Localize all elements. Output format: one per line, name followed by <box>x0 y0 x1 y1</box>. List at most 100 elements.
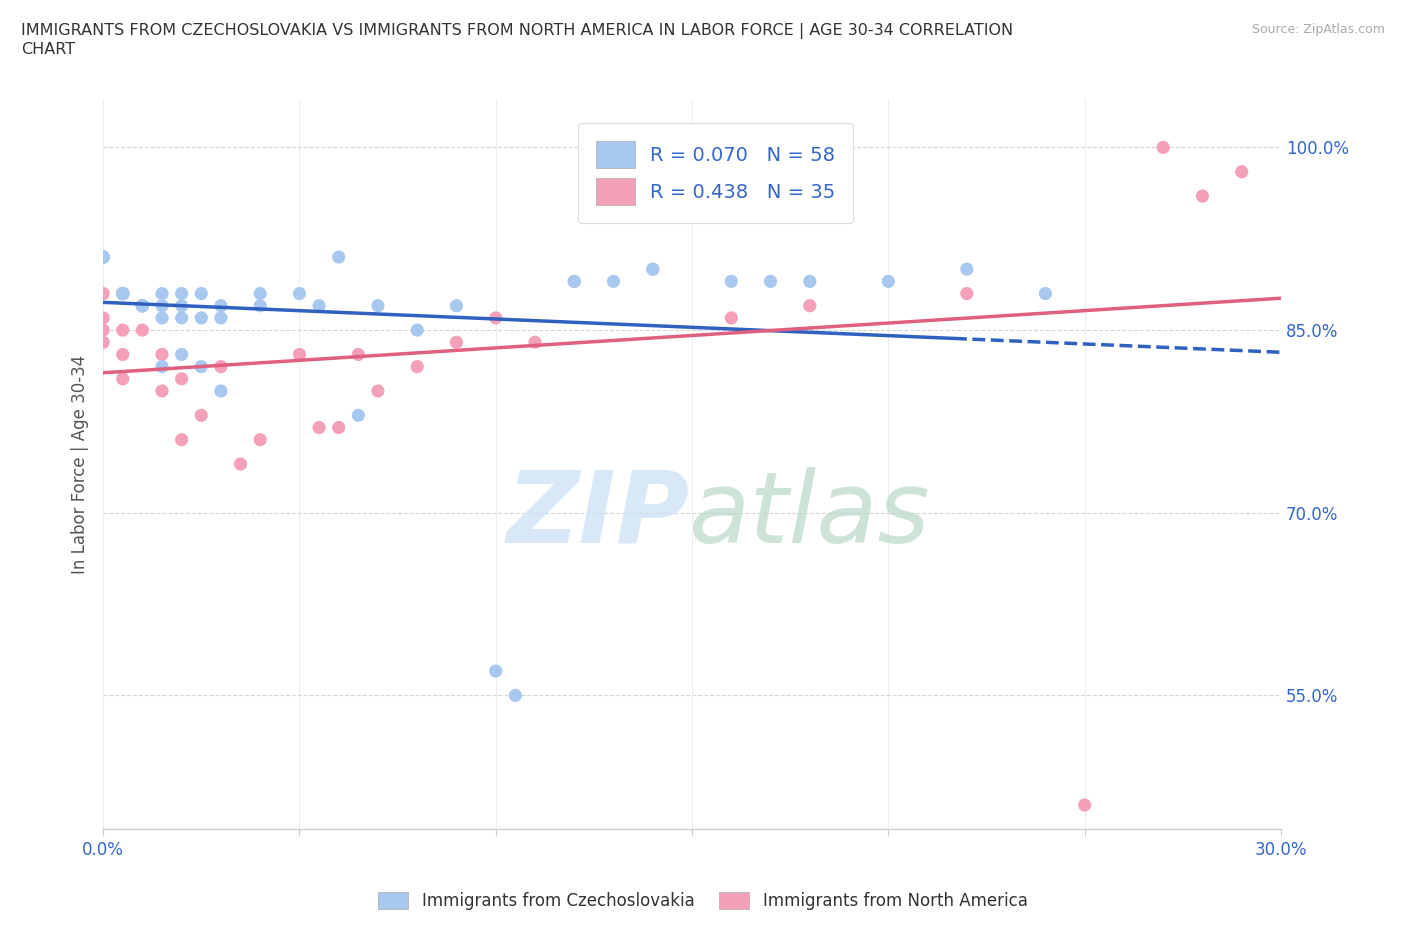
Point <box>111 371 134 386</box>
Point <box>1191 189 1213 204</box>
Point <box>111 286 134 301</box>
Point <box>1035 286 1057 301</box>
Point <box>170 311 193 325</box>
Point <box>91 249 114 264</box>
Point <box>91 249 114 264</box>
Point <box>209 299 232 313</box>
Point <box>131 299 153 313</box>
Point <box>111 286 134 301</box>
Point <box>347 408 370 423</box>
Point <box>91 249 114 264</box>
Text: ZIP: ZIP <box>506 467 689 564</box>
Point <box>720 311 742 325</box>
Point <box>524 335 547 350</box>
Point <box>91 249 114 264</box>
Point <box>485 664 508 679</box>
Point <box>877 274 900 289</box>
Point <box>131 299 153 313</box>
Point <box>91 311 114 325</box>
Legend: Immigrants from Czechoslovakia, Immigrants from North America: Immigrants from Czechoslovakia, Immigran… <box>371 885 1035 917</box>
Point <box>347 347 370 362</box>
Point <box>170 432 193 447</box>
Text: Source: ZipAtlas.com: Source: ZipAtlas.com <box>1251 23 1385 36</box>
Point <box>1152 140 1174 155</box>
Point <box>91 323 114 338</box>
Point <box>131 299 153 313</box>
Point <box>288 286 311 301</box>
Point <box>956 286 979 301</box>
Point <box>1230 165 1253 179</box>
Point <box>249 432 271 447</box>
Point <box>485 311 508 325</box>
Point <box>209 311 232 325</box>
Point <box>91 249 114 264</box>
Point <box>308 299 330 313</box>
Point <box>150 286 173 301</box>
Point <box>170 299 193 313</box>
Point <box>170 286 193 301</box>
Point <box>641 261 664 276</box>
Y-axis label: In Labor Force | Age 30-34: In Labor Force | Age 30-34 <box>72 354 89 574</box>
Point <box>190 286 212 301</box>
Point <box>170 371 193 386</box>
Point <box>131 323 153 338</box>
Point <box>91 249 114 264</box>
Point <box>367 383 389 398</box>
Point <box>111 286 134 301</box>
Point <box>91 249 114 264</box>
Point <box>111 323 134 338</box>
Point <box>505 688 527 703</box>
Point <box>131 299 153 313</box>
Point <box>150 311 173 325</box>
Point <box>190 311 212 325</box>
Point <box>562 274 585 289</box>
Point <box>131 299 153 313</box>
Point <box>328 249 350 264</box>
Point <box>111 286 134 301</box>
Point <box>759 274 782 289</box>
Point <box>190 408 212 423</box>
Point <box>131 299 153 313</box>
Point <box>111 286 134 301</box>
Point <box>602 274 624 289</box>
Text: atlas: atlas <box>689 467 931 564</box>
Point <box>190 359 212 374</box>
Point <box>1073 798 1095 813</box>
Legend: R = 0.070   N = 58, R = 0.438   N = 35: R = 0.070 N = 58, R = 0.438 N = 35 <box>578 123 853 223</box>
Point <box>91 249 114 264</box>
Point <box>956 261 979 276</box>
Point <box>641 261 664 276</box>
Point <box>308 420 330 435</box>
Point <box>150 299 173 313</box>
Point <box>91 335 114 350</box>
Text: IMMIGRANTS FROM CZECHOSLOVAKIA VS IMMIGRANTS FROM NORTH AMERICA IN LABOR FORCE |: IMMIGRANTS FROM CZECHOSLOVAKIA VS IMMIGR… <box>21 23 1014 57</box>
Point <box>249 286 271 301</box>
Point <box>111 286 134 301</box>
Point <box>328 420 350 435</box>
Point <box>406 359 429 374</box>
Point <box>111 347 134 362</box>
Point <box>229 457 252 472</box>
Point <box>209 359 232 374</box>
Point <box>150 359 173 374</box>
Point <box>249 299 271 313</box>
Point <box>150 383 173 398</box>
Point <box>111 286 134 301</box>
Point <box>406 323 429 338</box>
Point <box>562 274 585 289</box>
Point <box>170 347 193 362</box>
Point <box>150 347 173 362</box>
Point <box>799 299 821 313</box>
Point <box>91 249 114 264</box>
Point <box>111 286 134 301</box>
Point <box>446 335 468 350</box>
Point <box>446 299 468 313</box>
Point <box>367 299 389 313</box>
Point <box>799 274 821 289</box>
Point <box>111 286 134 301</box>
Point <box>720 274 742 289</box>
Point <box>91 286 114 301</box>
Point <box>288 347 311 362</box>
Point <box>209 383 232 398</box>
Point <box>91 249 114 264</box>
